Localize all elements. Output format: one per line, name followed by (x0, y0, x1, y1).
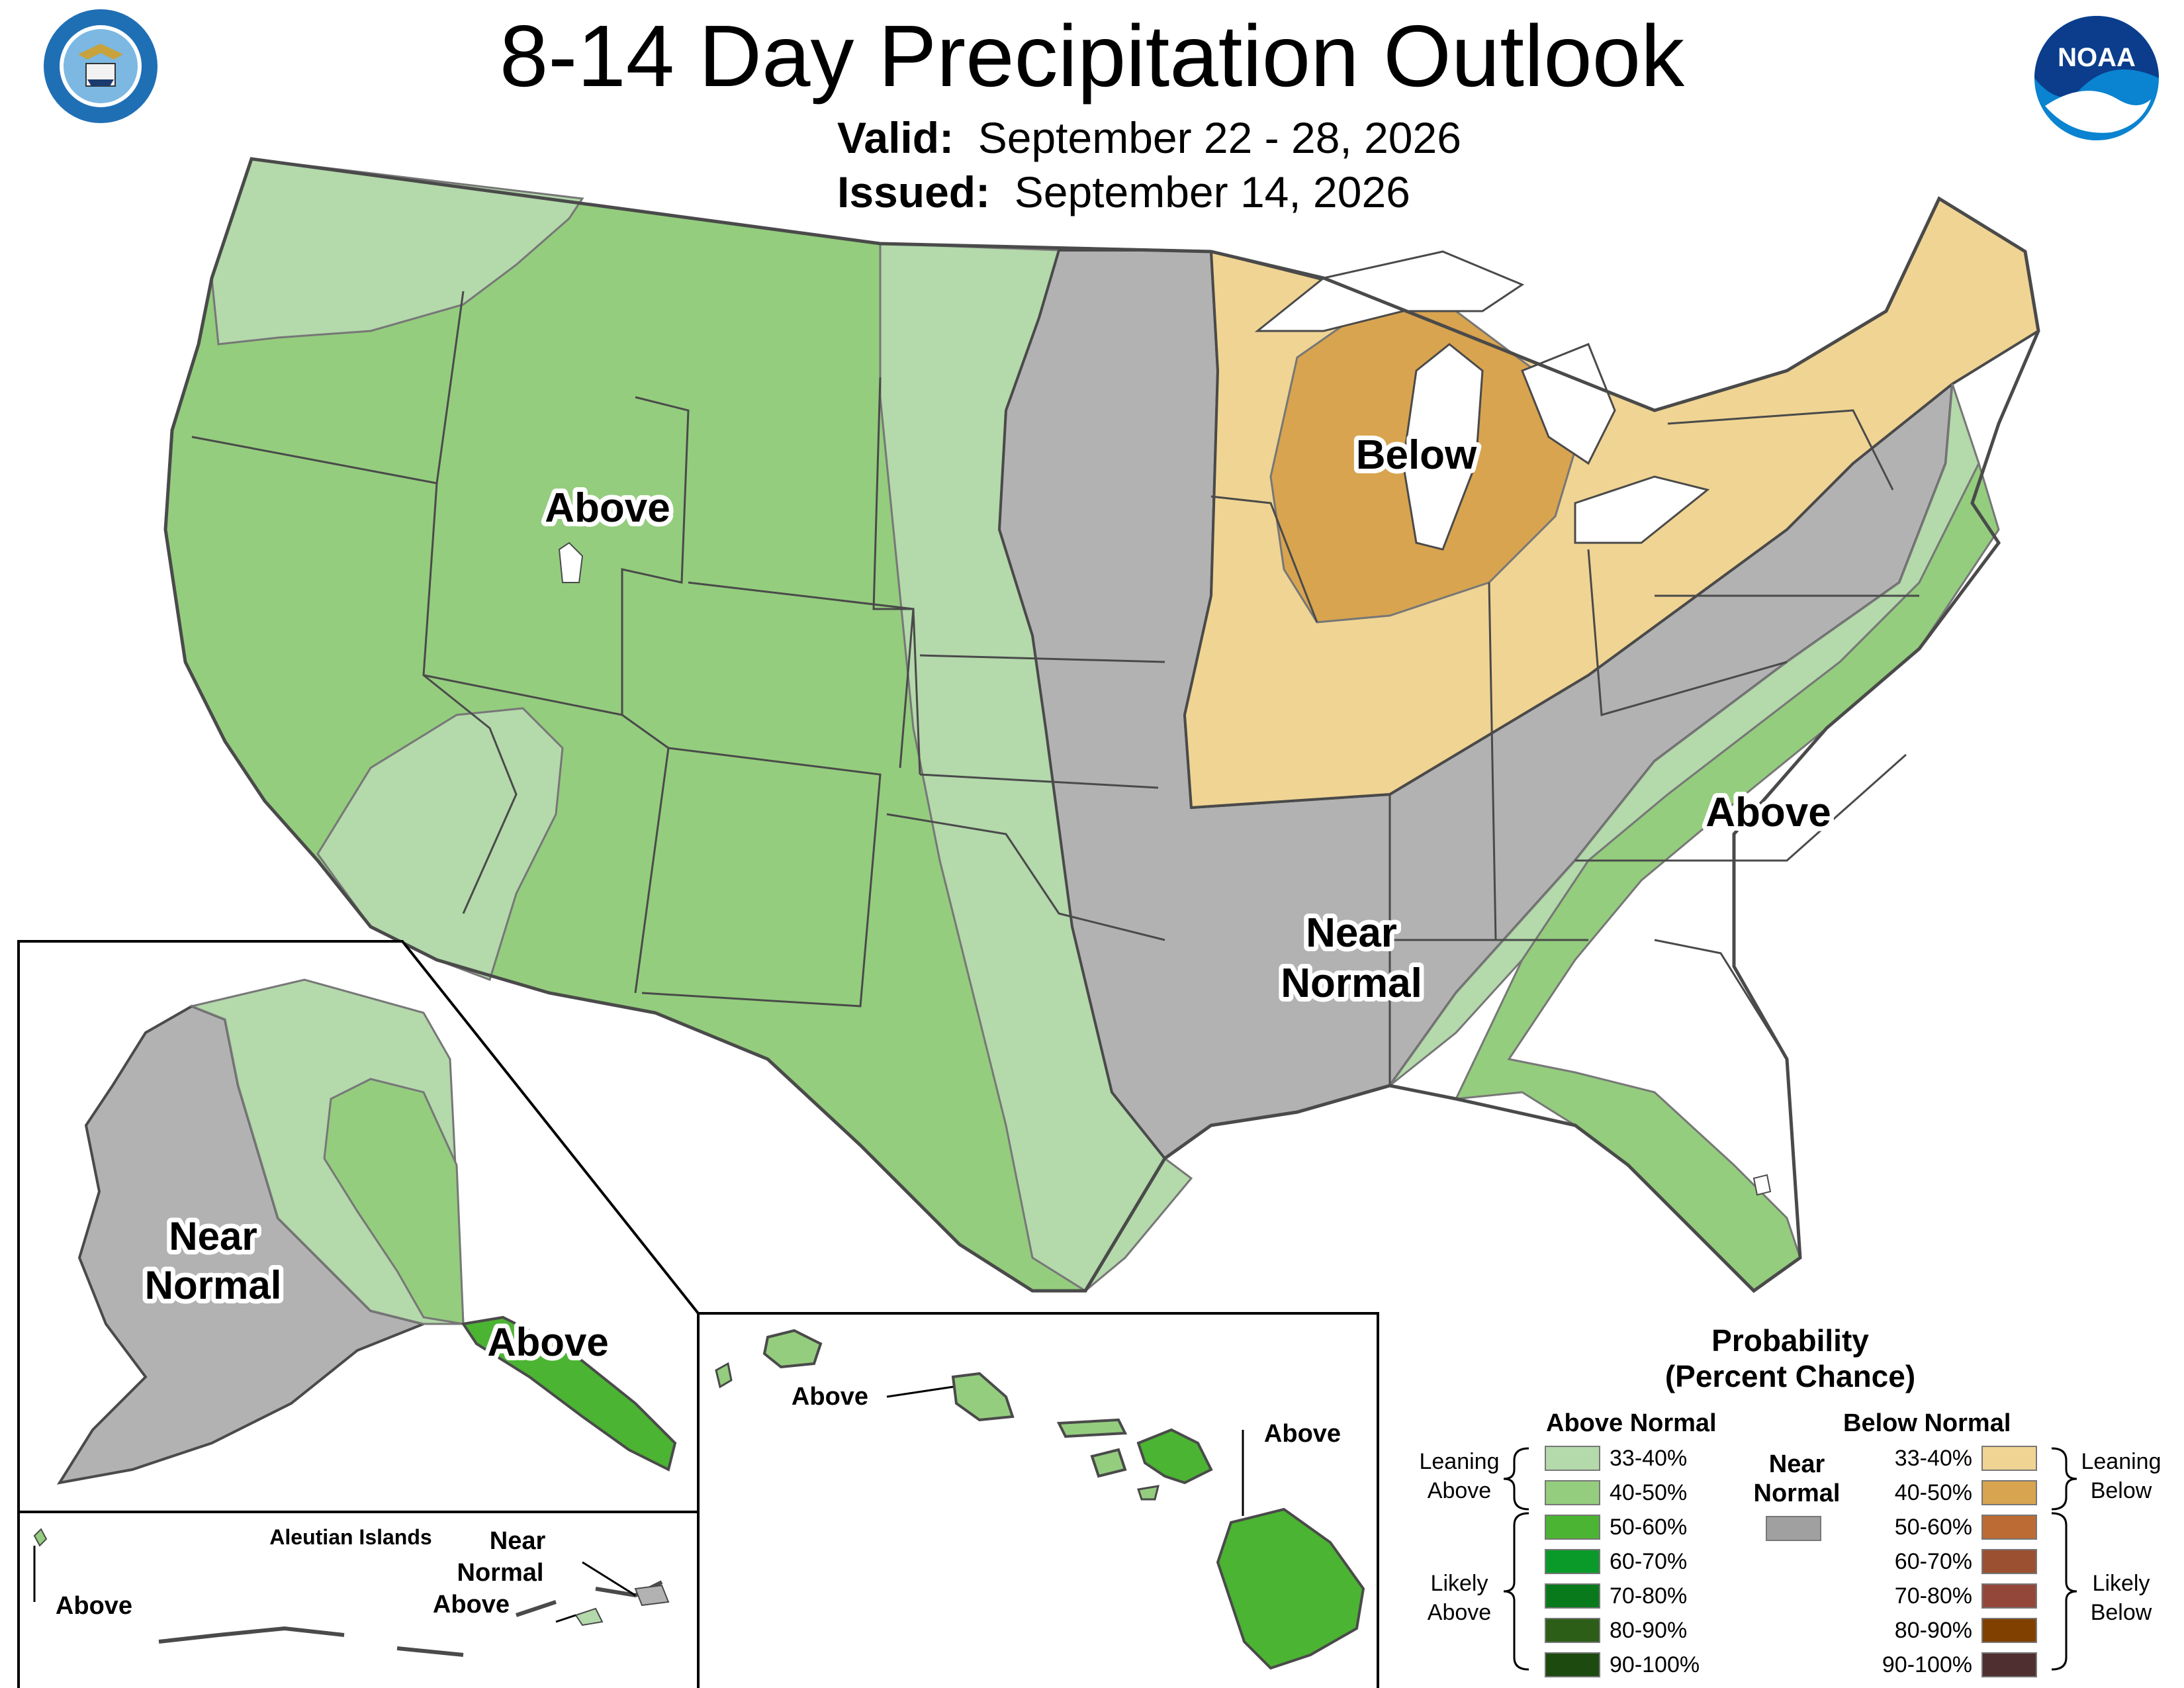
label-aleutian-above: Above (56, 1592, 132, 1620)
issued-date: Issued: September 14, 2026 (837, 165, 1410, 218)
label-aleutian-above-2: Above (433, 1591, 510, 1618)
hawaii-molokai (1056, 1418, 1128, 1438)
hawaii-oahu (951, 1372, 1015, 1422)
state-boundaries (191, 291, 1919, 1086)
legend-range-below-4: 60-70% (1894, 1549, 1972, 1574)
aleutian-islands-chain (158, 1580, 663, 1657)
conus-above-33-40-nw (210, 158, 584, 346)
legend-leaning-above-2: Above (1427, 1478, 1492, 1503)
legend-above-header: Above Normal (1546, 1409, 1717, 1437)
legend-range-above-6: 80-90% (1610, 1618, 1688, 1643)
legend-range-above-4: 60-70% (1610, 1549, 1688, 1574)
label-aleutian-near-2: Normal (457, 1559, 544, 1587)
alaska-panhandle-above-50-60 (461, 1315, 677, 1472)
legend-swatch-above-1 (1545, 1446, 1600, 1471)
legend-range-below-5: 70-80% (1894, 1583, 1972, 1609)
legend-likely-below-2: Below (2090, 1600, 2152, 1625)
hawaii-kauai (762, 1329, 823, 1369)
legend-below-header: Below Normal (1843, 1409, 2011, 1437)
label-south-near-1: Near (1306, 910, 1397, 956)
hawaii-kahoolawe (1137, 1485, 1160, 1501)
hawaii-niihau (715, 1362, 733, 1389)
legend-swatch-above-7 (1545, 1652, 1600, 1677)
valid-value: September 22 - 28, 2026 (978, 113, 1461, 162)
aleutian-near-normal-island (634, 1584, 670, 1607)
conus-outline (163, 157, 2040, 1293)
legend-range-above-3: 50-60% (1610, 1515, 1688, 1540)
aleutian-inset-frame (17, 1511, 700, 1688)
legend-swatch-above-5 (1545, 1583, 1600, 1609)
legend-swatch-above-2 (1545, 1480, 1600, 1505)
label-west-above: Above (545, 485, 670, 531)
issued-value: September 14, 2026 (1014, 167, 1410, 216)
label-southeast-above: Above (1706, 790, 1831, 835)
legend-title-1: Probability (1711, 1323, 1869, 1358)
aleutian-above-island (574, 1607, 604, 1626)
legend-range-below-6: 80-90% (1894, 1618, 1972, 1643)
label-alaska-near-2: Normal (145, 1263, 282, 1307)
legend-range-below-3: 50-60% (1894, 1515, 1972, 1540)
legend-swatch-above-6 (1545, 1618, 1600, 1643)
hawaii-big-island (1216, 1507, 1365, 1670)
label-hawaii-above-right: Above (1264, 1420, 1341, 1448)
legend-range-above-2: 40-50% (1610, 1480, 1688, 1505)
commerce-seal-logo (44, 9, 158, 123)
lake-okeechobee (1752, 1174, 1772, 1196)
page-title: 8-14 Day Precipitation Outlook (499, 7, 1685, 105)
label-alaska-near-1: Near (169, 1214, 257, 1258)
legend-near-header-1: Near (1768, 1450, 1825, 1478)
alaska-above-40-50 (323, 1078, 465, 1325)
great-salt-lake (558, 541, 584, 583)
legend-swatch-below-7 (1981, 1652, 2037, 1677)
label-hawaii-above-left: Above (792, 1383, 868, 1411)
legend-likely-above: Likely Above (1410, 1569, 1509, 1627)
label-midwest-below: Below (1356, 432, 1477, 478)
legend-swatch-above-3 (1545, 1515, 1600, 1540)
valid-dates: Valid: September 22 - 28, 2026 (837, 111, 1461, 164)
legend-leaning-above: Leaning Above (1410, 1447, 1509, 1505)
great-lakes (1254, 250, 1710, 551)
legend-leaning-below: Leaning Below (2071, 1447, 2171, 1505)
legend-range-above-5: 70-80% (1610, 1583, 1688, 1609)
valid-label: Valid: (837, 113, 954, 162)
issued-label: Issued: (837, 167, 991, 216)
aleutian-west-island (33, 1528, 48, 1547)
legend-near-header-2: Normal (1753, 1479, 1841, 1507)
legend-swatch-below-5 (1981, 1583, 2037, 1609)
legend-range-below-1: 33-40% (1894, 1446, 1972, 1471)
hawaii-lanai (1090, 1448, 1127, 1478)
legend-likely-above-2: Above (1427, 1600, 1492, 1625)
legend-range-above-1: 33-40% (1610, 1446, 1688, 1471)
legend-swatch-near-normal (1766, 1516, 1821, 1541)
legend-swatch-below-2 (1981, 1480, 2037, 1505)
legend-swatch-below-3 (1981, 1515, 2037, 1540)
legend-leaning-above-1: Leaning (1419, 1449, 1500, 1474)
label-alaska-above: Above (487, 1320, 608, 1364)
legend-leaning-below-2: Below (2090, 1478, 2152, 1503)
legend-swatch-above-4 (1545, 1549, 1600, 1574)
legend-swatch-below-4 (1981, 1549, 2037, 1574)
hawaii-maui (1136, 1428, 1213, 1485)
legend-title-2: (Percent Chance) (1664, 1359, 1916, 1393)
label-aleutian-title: Aleutian Islands (269, 1525, 432, 1549)
legend-swatch-below-1 (1981, 1446, 2037, 1471)
label-aleutian-near-1: Near (490, 1527, 546, 1555)
legend-likely-below-1: Likely (2092, 1571, 2150, 1596)
label-south-near-2: Normal (1281, 961, 1422, 1006)
legend-leaning-below-1: Leaning (2081, 1449, 2161, 1474)
legend-likely-below: Likely Below (2071, 1569, 2171, 1627)
noaa-logo: NOAA (2034, 16, 2159, 140)
legend-swatch-below-6 (1981, 1618, 2037, 1643)
legend-likely-above-1: Likely (1430, 1571, 1488, 1596)
legend-range-below-7: 90-100% (1882, 1652, 1972, 1677)
legend-brackets (1503, 1447, 2077, 1671)
noaa-logo-text: NOAA (2058, 43, 2136, 72)
legend: Probability (Percent Chance) Above Norma… (1396, 1317, 2184, 1688)
legend-range-below-2: 40-50% (1894, 1480, 1972, 1505)
legend-range-above-7: 90-100% (1610, 1652, 1700, 1677)
